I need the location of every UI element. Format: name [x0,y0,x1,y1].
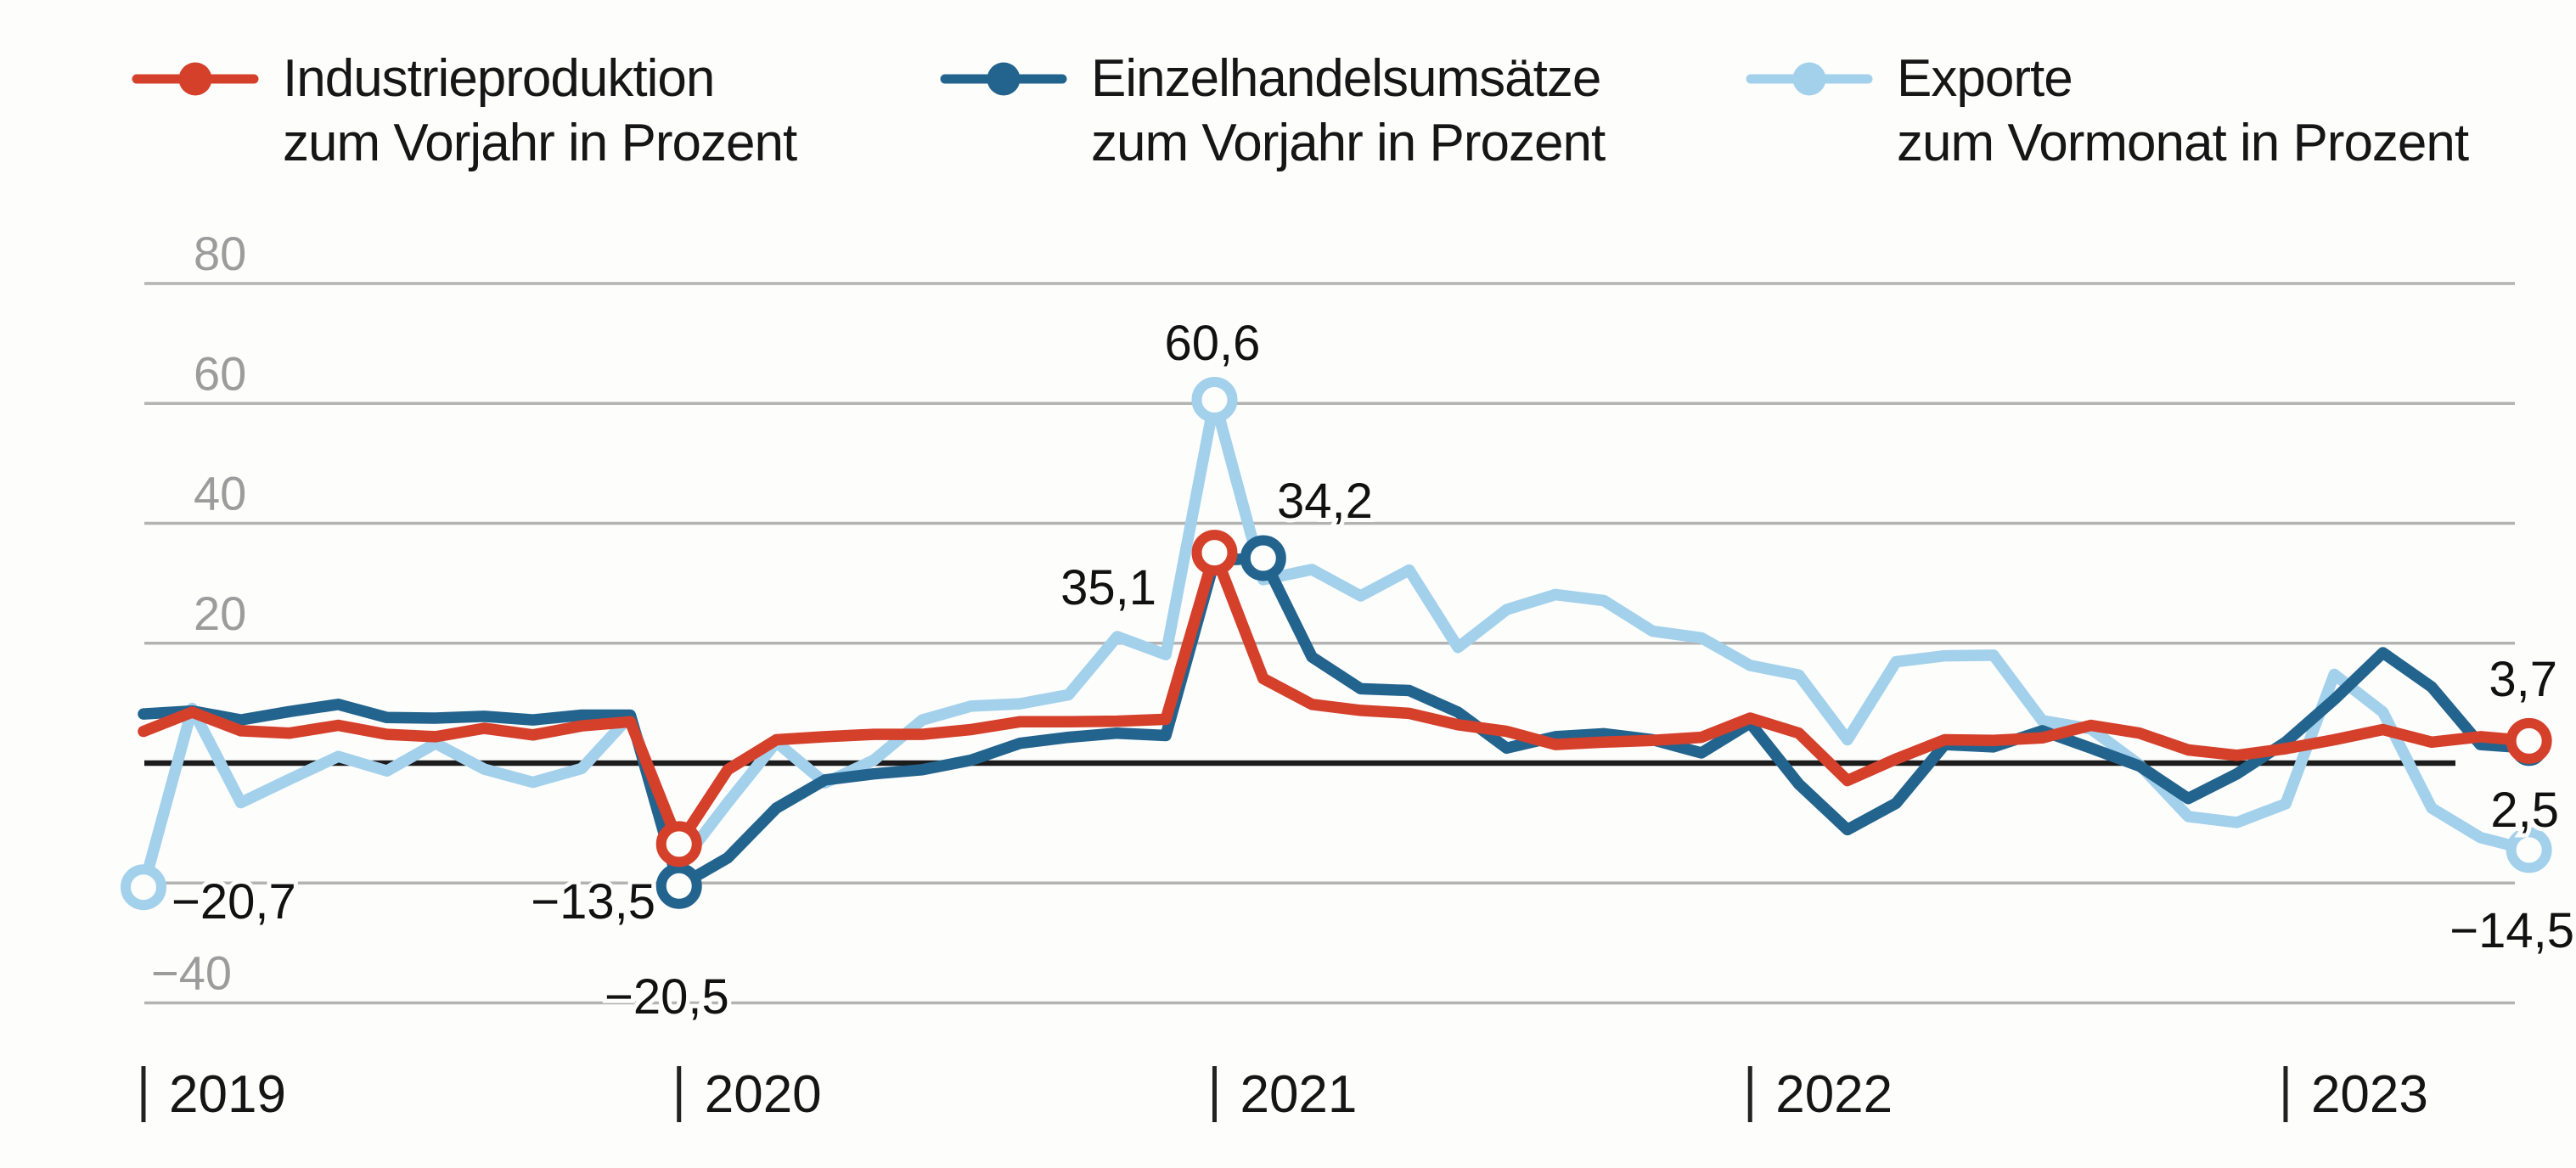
legend: Industrieproduktion zum Vorjahr in Proze… [0,0,2576,195]
x-tick-label: 2019 [169,1065,286,1124]
y-axis-label: 40 [194,467,246,520]
value-label: 34,2 [1277,474,1373,529]
value-label: −13,5 [531,874,655,929]
x-tick-label: 2022 [1775,1065,1893,1124]
legend-item-exporte: Exporte zum Vormonat in Prozent [1746,47,2469,176]
data-point-marker-einzelhandelsumsaetze [1240,535,1286,581]
value-label: 60,6 [1165,316,1261,371]
x-tick-label: 2023 [2311,1065,2428,1124]
legend-dot-icon [987,62,1021,96]
legend-label: Industrieproduktion zum Vorjahr in Proze… [283,47,797,176]
legend-label: Exporte zum Vormonat in Prozent [1897,47,2469,176]
legend-label-line1: Exporte [1897,49,2073,108]
data-point-marker-industrieproduktion [2506,717,2552,764]
legend-label-line1: Industrieproduktion [283,49,715,108]
legend-item-einzelhandelsumsaetze: Einzelhandelsumsätze zum Vorjahr in Proz… [940,47,1606,176]
legend-label-line2: zum Vorjahr in Prozent [1091,114,1606,172]
value-label: 3,7 [2489,652,2557,707]
legend-dot-icon [1792,62,1826,96]
y-axis-label: 80 [194,227,246,280]
y-axis-label: 60 [194,346,246,400]
legend-item-industrieproduktion: Industrieproduktion zum Vorjahr in Proze… [132,47,797,176]
series-line-einzelhandelsumsaetze [138,552,2535,892]
legend-marker-einzelhandelsumsaetze [940,62,1067,96]
data-point-marker-exporte [2506,827,2552,873]
legend-label-line2: zum Vorjahr in Prozent [283,114,797,172]
x-tick-label: 2021 [1240,1065,1357,1124]
x-tick-label: 2020 [705,1065,822,1124]
series-line-industrieproduktion [138,547,2535,851]
legend-marker-exporte [1746,62,1873,96]
value-label: 35,1 [1060,560,1156,615]
value-label: −20,7 [172,874,296,929]
y-axis-label: 20 [194,587,246,640]
value-label: −20,5 [605,969,729,1025]
data-point-marker-einzelhandelsumsaetze [655,862,702,909]
data-point-marker-industrieproduktion [655,821,702,868]
legend-marker-industrieproduktion [132,62,259,96]
legend-label-line2: zum Vormonat in Prozent [1897,114,2469,172]
value-label: −14,5 [2449,903,2574,958]
y-axis-label: −40 [151,946,232,1000]
data-point-marker-exporte [121,864,166,911]
data-point-marker-exporte [1191,377,1238,424]
legend-dot-icon [178,62,212,96]
legend-label-line1: Einzelhandelsumsätze [1091,49,1601,108]
data-point-marker-industrieproduktion [1191,530,1238,576]
value-label: 2,5 [2490,783,2559,838]
legend-label: Einzelhandelsumsätze zum Vorjahr in Proz… [1091,47,1606,176]
